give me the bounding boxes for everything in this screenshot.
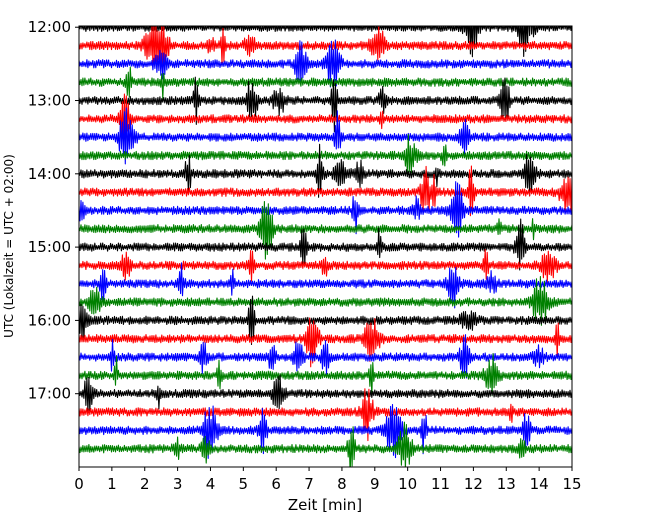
traces-group — [79, 26, 572, 467]
trace-22 — [79, 403, 572, 459]
trace-13 — [79, 248, 572, 284]
y-axis-label: UTC (Lokalzeit = UTC + 02:00) — [2, 154, 16, 338]
x-tick-label-5: 5 — [239, 475, 249, 493]
x-tick-label-1: 1 — [107, 475, 117, 493]
x-tick-label-8: 8 — [337, 475, 347, 493]
x-tick-label-15: 15 — [562, 475, 581, 493]
x-tick-label-14: 14 — [530, 475, 549, 493]
trace-10 — [79, 181, 572, 238]
y-tick-label-0: 12:00 — [28, 18, 71, 36]
y-axis: 12:00 13:00 14:00 15:00 16:00 17:00 — [28, 18, 79, 403]
trace-5 — [79, 93, 572, 146]
trace-15 — [79, 276, 572, 326]
trace-1 — [79, 26, 572, 67]
x-axis: 0 1 2 3 4 5 6 7 8 9 10 11 12 13 14 15 — [74, 467, 582, 493]
trace-3 — [79, 66, 572, 101]
trace-12 — [79, 218, 572, 271]
x-tick-label-12: 12 — [464, 475, 483, 493]
x-tick-label-6: 6 — [271, 475, 281, 493]
trace-14 — [79, 262, 572, 309]
trace-8 — [79, 143, 572, 198]
plot-frame — [78, 25, 573, 468]
trace-20 — [79, 374, 572, 413]
trace-19 — [79, 353, 572, 397]
trace-4 — [79, 76, 572, 133]
y-tick-label-4: 16:00 — [28, 311, 71, 329]
trace-11 — [79, 201, 572, 260]
x-tick-label-0: 0 — [74, 475, 84, 493]
x-tick-label-9: 9 — [370, 475, 380, 493]
x-tick-label-11: 11 — [431, 475, 450, 493]
y-tick-label-1: 13:00 — [28, 92, 71, 110]
y-tick-label-5: 17:00 — [28, 385, 71, 403]
trace-17 — [79, 317, 572, 368]
trace-23 — [79, 421, 572, 467]
trace-9 — [79, 165, 572, 217]
trace-16 — [79, 295, 572, 346]
x-tick-label-3: 3 — [173, 475, 183, 493]
trace-2 — [79, 39, 572, 88]
x-tick-label-4: 4 — [206, 475, 216, 493]
y-tick-label-2: 14:00 — [28, 165, 71, 183]
trace-7 — [79, 133, 572, 174]
x-tick-label-10: 10 — [398, 475, 417, 493]
x-tick-label-7: 7 — [304, 475, 314, 493]
trace-6 — [79, 107, 572, 165]
x-tick-label-2: 2 — [140, 475, 150, 493]
trace-21 — [79, 388, 572, 442]
x-axis-label: Zeit [min] — [288, 496, 362, 514]
x-tick-label-13: 13 — [497, 475, 516, 493]
y-tick-label-3: 15:00 — [28, 238, 71, 256]
trace-18 — [79, 334, 572, 379]
